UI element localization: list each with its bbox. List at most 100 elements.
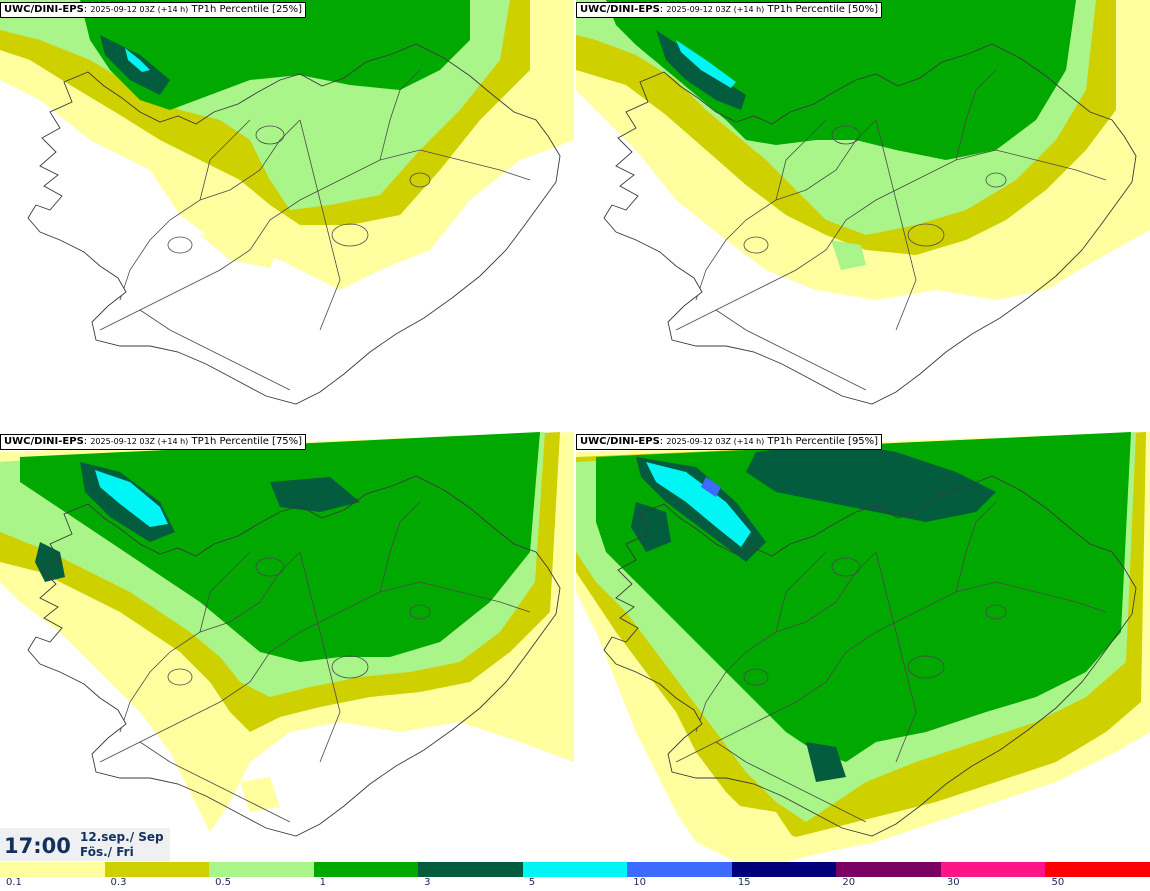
- map-panel-p75: UWC/DINI-EPS: 2025-09-12 03Z (+14 h) TP1…: [0, 432, 574, 862]
- percentile-label: [75%]: [272, 436, 303, 447]
- lake-outline: [831, 125, 861, 145]
- precip-contour: [200, 230, 280, 268]
- param-name: TP1h Percentile: [191, 436, 269, 447]
- road-line: [139, 741, 291, 823]
- road-line: [299, 119, 341, 331]
- legend-tick-label: 30: [946, 877, 960, 888]
- road-line: [199, 551, 251, 633]
- legend-tick-label: 15: [737, 877, 751, 888]
- valid-weekday: Fös./ Fri: [80, 845, 134, 859]
- road-line: [199, 119, 251, 201]
- lake-outline: [409, 604, 431, 620]
- run-time: 2025-09-12 03Z (+14 h): [666, 437, 765, 446]
- lake-outline: [831, 557, 861, 577]
- road-line: [99, 149, 531, 331]
- precip-field: [576, 0, 1150, 300]
- legend-swatch: [522, 862, 628, 877]
- valid-date: 12.sep./ Sep: [80, 830, 164, 844]
- road-line: [875, 551, 917, 763]
- precip-contour: [606, 0, 1076, 160]
- precip-contour: [676, 40, 736, 88]
- lake-outline: [167, 236, 193, 254]
- param-name: TP1h Percentile: [191, 4, 269, 15]
- road-line: [875, 119, 917, 331]
- lake-outline: [743, 236, 769, 254]
- road-line: [955, 501, 997, 593]
- road-line: [775, 119, 827, 201]
- valid-time: 17:00: [4, 834, 71, 858]
- run-time: 2025-09-12 03Z (+14 h): [90, 437, 189, 446]
- precip-field: [0, 432, 574, 832]
- model-name: UWC/DINI-EPS: [4, 4, 84, 15]
- percentile-label: [50%]: [848, 4, 879, 15]
- precip-contour: [20, 432, 540, 662]
- panel-title: UWC/DINI-EPS: 2025-09-12 03Z (+14 h) TP1…: [0, 434, 307, 450]
- precip-map: [0, 0, 574, 405]
- road-line: [675, 149, 1107, 331]
- coastline: [27, 43, 561, 405]
- precip-contour: [831, 240, 866, 270]
- legend-swatch: [627, 862, 732, 877]
- road-network: [99, 69, 531, 391]
- map-panel-p50: UWC/DINI-EPS: 2025-09-12 03Z (+14 h) TP1…: [576, 0, 1150, 430]
- lake-outline: [331, 223, 369, 247]
- road-line: [379, 501, 421, 593]
- legend-labels: 0.1 0.3 0.5 1 3 5 10 15 20 30 50: [0, 877, 1150, 891]
- precip-field: [576, 432, 1150, 862]
- legend-tick-label: 50: [1051, 877, 1065, 888]
- legend-swatch: [836, 862, 941, 877]
- road-network: [675, 501, 1107, 823]
- road-line: [379, 69, 421, 161]
- precip-field: [0, 0, 574, 290]
- lake-outline: [985, 172, 1007, 188]
- run-time: 2025-09-12 03Z (+14 h): [666, 5, 765, 14]
- lake-outline: [985, 604, 1007, 620]
- road-line: [955, 69, 997, 161]
- lake-outline: [409, 172, 431, 188]
- legend-swatch: [418, 862, 523, 877]
- lake-outline: [255, 557, 285, 577]
- model-name: UWC/DINI-EPS: [4, 436, 84, 447]
- precip-contour: [95, 470, 168, 527]
- precip-map: [576, 432, 1150, 862]
- legend-swatch: [1045, 862, 1150, 877]
- legend-tick-label: 10: [633, 877, 646, 888]
- road-line: [675, 581, 1107, 763]
- legend-tick-label: 0.5: [215, 877, 231, 888]
- color-legend: [0, 862, 1150, 877]
- road-network: [99, 501, 531, 823]
- precip-contour: [716, 802, 796, 857]
- road-line: [139, 309, 291, 391]
- legend-tick-label: 1: [319, 877, 326, 888]
- map-panel-p95: UWC/DINI-EPS: 2025-09-12 03Z (+14 h) TP1…: [576, 432, 1150, 862]
- coastline: [603, 43, 1137, 405]
- model-name: UWC/DINI-EPS: [580, 4, 660, 15]
- run-time: 2025-09-12 03Z (+14 h): [90, 5, 189, 14]
- lake-outline: [167, 668, 193, 686]
- legend-tick-label: 5: [528, 877, 536, 888]
- panel-title: UWC/DINI-EPS: 2025-09-12 03Z (+14 h) TP1…: [0, 2, 307, 18]
- coastline: [603, 475, 1137, 837]
- precip-map: [576, 0, 1150, 405]
- panel-title: UWC/DINI-EPS: 2025-09-12 03Z (+14 h) TP1…: [576, 2, 883, 18]
- legend-swatch: [0, 862, 105, 877]
- panel-title: UWC/DINI-EPS: 2025-09-12 03Z (+14 h) TP1…: [576, 434, 883, 450]
- param-name: TP1h Percentile: [767, 4, 845, 15]
- precip-contour: [80, 0, 470, 110]
- lake-outline: [743, 668, 769, 686]
- percentile-label: [95%]: [848, 436, 879, 447]
- precip-contour: [125, 48, 150, 72]
- map-panel-p25: UWC/DINI-EPS: 2025-09-12 03Z (+14 h) TP1…: [0, 0, 574, 430]
- legend-tick-label: 3: [424, 877, 431, 888]
- legend-tick-label: 0.1: [6, 877, 22, 888]
- legend-swatch: [940, 862, 1046, 877]
- road-line: [775, 551, 827, 633]
- road-line: [99, 581, 531, 763]
- precip-contour: [35, 542, 65, 582]
- precip-contour: [631, 502, 671, 552]
- road-line: [715, 309, 867, 391]
- precip-contour: [746, 442, 996, 522]
- legend-swatch: [731, 862, 837, 877]
- coastline: [27, 475, 561, 837]
- lake-outline: [907, 223, 945, 247]
